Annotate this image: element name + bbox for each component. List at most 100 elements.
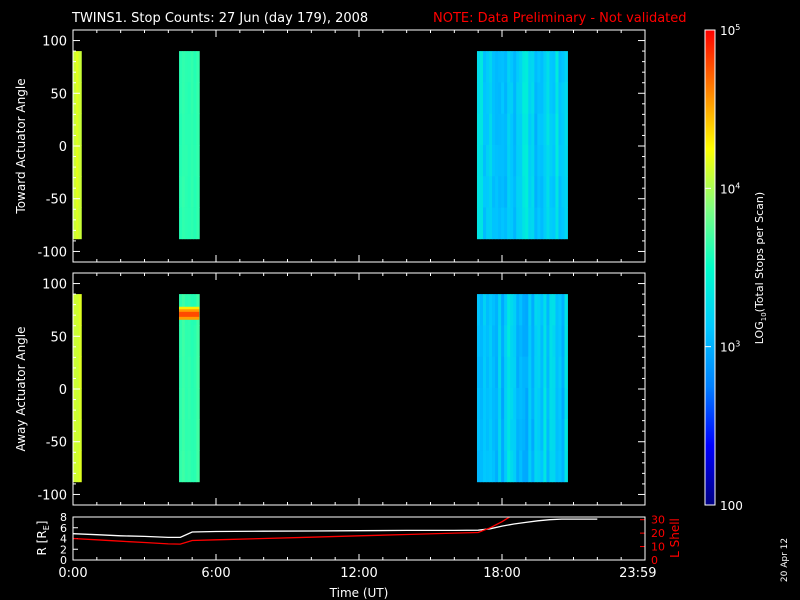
heatmap-cell [528, 356, 532, 389]
x-tick-label: 23:59 [619, 566, 656, 581]
heatmap-cell [543, 113, 547, 146]
heatmap-cell [187, 51, 192, 83]
heatmap-cell [525, 294, 529, 326]
heatmap-cell [486, 82, 490, 115]
heatmap-cell [546, 207, 550, 240]
heatmap-cell [75, 356, 79, 389]
heatmap-cell [558, 325, 562, 358]
heatmap-cell [564, 325, 568, 358]
heatmap-cell [507, 450, 511, 483]
heatmap-cell [516, 419, 520, 451]
heatmap-cell [476, 144, 481, 177]
heatmap-cell [543, 144, 547, 177]
heatmap-cell [492, 387, 496, 420]
y-tick-label: -50 [46, 193, 67, 208]
heatmap-cell [540, 387, 544, 420]
heatmap-cell [555, 325, 559, 358]
heatmap-cell [498, 51, 502, 83]
colorbar-tick-label: 100 [720, 499, 743, 513]
heatmap-cell [492, 144, 496, 177]
heatmap-cell [187, 113, 192, 146]
heatmap-cell [507, 51, 511, 83]
heatmap-cell [492, 113, 496, 146]
y-tick-label: 50 [50, 87, 67, 102]
heatmap-cell [513, 82, 517, 115]
heatmap-cell [564, 113, 568, 146]
heatmap-cell [555, 419, 559, 451]
heatmap-cell [181, 387, 186, 420]
heatmap-cell [555, 176, 559, 208]
heatmap-cell [193, 356, 197, 389]
heatmap-cell [479, 176, 484, 208]
colorbar-ramp [704, 29, 716, 506]
heatmap-cell [558, 207, 562, 240]
heatmap-cell [564, 450, 568, 483]
heatmap-hotspot-cell [179, 314, 200, 318]
heatmap-cell [489, 144, 493, 177]
heatmap-cell [537, 51, 541, 83]
heatmap-cell [513, 51, 517, 83]
heatmap-cell [193, 144, 197, 177]
heatmap-cell [513, 356, 517, 389]
heatmap-cell [75, 207, 79, 240]
right-y-tick-label: 10 [651, 541, 665, 554]
heatmap-cell [522, 450, 526, 483]
heatmap-cell [498, 176, 502, 208]
heatmap-cell [483, 144, 487, 177]
heatmap-cell [479, 325, 484, 358]
left-y-tick-label: 6 [60, 522, 67, 535]
heatmap-cell [513, 325, 517, 358]
heatmap-cell [549, 356, 553, 389]
heatmap-cell [534, 176, 538, 208]
heatmap-cell [513, 387, 517, 420]
y-tick-label: 50 [50, 330, 67, 345]
heatmap-cell [537, 82, 541, 115]
heatmap-cell [196, 450, 200, 483]
heatmap-cell [184, 387, 189, 420]
heatmap-cell [489, 176, 493, 208]
heatmap-cell [552, 450, 556, 483]
heatmap-cell [531, 207, 535, 240]
heatmap-cell [196, 176, 200, 208]
heatmap-cell [495, 356, 499, 389]
heatmap-cell [537, 325, 541, 358]
heatmap-cell [516, 113, 520, 146]
heatmap-cell [75, 176, 79, 208]
chart-title: TWINS1. Stop Counts: 27 Jun (day 179), 2… [71, 11, 368, 26]
heatmap-cell [501, 82, 505, 115]
heatmap-cell [549, 207, 553, 240]
heatmap-cell [543, 387, 547, 420]
heatmap-cell [516, 207, 520, 240]
heatmap-cell [187, 176, 192, 208]
heatmap-cell [489, 419, 493, 451]
heatmap-cell [495, 207, 499, 240]
heatmap-cell [519, 450, 523, 483]
heatmap-cell [495, 51, 499, 83]
heatmap-cell [522, 176, 526, 208]
heatmap-cell [528, 294, 532, 326]
heatmap-cell [525, 207, 529, 240]
heatmap-cell [525, 82, 529, 115]
heatmap-cell [537, 113, 541, 146]
heatmap-cell [537, 144, 541, 177]
heatmap-cell [525, 356, 529, 389]
heatmap-cell [75, 387, 79, 420]
heatmap-cell [190, 207, 194, 240]
heatmap-cell [492, 207, 496, 240]
heatmap-cell [549, 387, 553, 420]
heatmap-cell [504, 82, 508, 115]
left-y-tick-label: 4 [60, 533, 67, 546]
heatmap-cell [73, 450, 77, 483]
heatmap-cell [179, 450, 183, 483]
heatmap-cell [507, 144, 511, 177]
heatmap-cell [486, 419, 490, 451]
heatmap-cell [196, 51, 200, 83]
heatmap-cell [537, 176, 541, 208]
heatmap-cell [564, 207, 568, 240]
heatmap-cell [492, 325, 496, 358]
heatmap-cell [184, 325, 189, 358]
heatmap-cell [552, 387, 556, 420]
heatmap-cell [528, 176, 532, 208]
heatmap-cell [486, 51, 490, 83]
